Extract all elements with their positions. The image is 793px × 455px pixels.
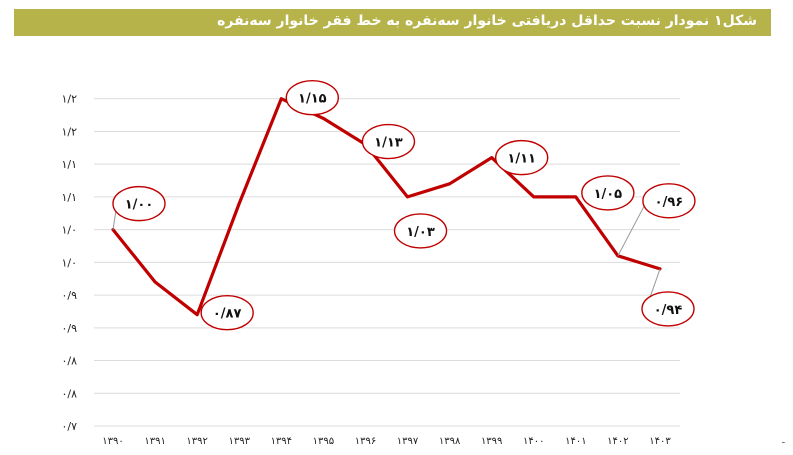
callout-ellipse xyxy=(285,80,340,116)
y-tick-label: ۰/۷ xyxy=(61,420,77,433)
callout-leader xyxy=(617,200,648,257)
data-point xyxy=(406,195,410,199)
callout-ellipse xyxy=(581,175,635,211)
data-point xyxy=(195,313,199,317)
x-tick-label: ۱۴۰۲ xyxy=(607,436,628,447)
chart-title: شکل۱ نمودار نسبت حداقل دریافتی خانوار سه… xyxy=(217,13,757,29)
callout-label: ۰/۹۶ xyxy=(655,195,684,210)
data-point xyxy=(279,97,283,101)
callout-ellipse xyxy=(393,213,448,249)
y-tick-label: ۱/۰ xyxy=(61,256,77,269)
data-point xyxy=(490,156,494,160)
y-tick-label: ۰/۹ xyxy=(61,322,77,335)
y-tick-label: ۱/۲ xyxy=(61,125,77,138)
corner-mark: ـ xyxy=(782,436,785,446)
x-tick-label: ۱۳۹۴ xyxy=(271,436,292,447)
y-tick-label: ۱/۱ xyxy=(61,191,77,204)
callout-label: ۱/۱۳ xyxy=(374,136,403,151)
y-tick-label: ۰/۸ xyxy=(61,387,77,400)
x-tick-label: ۱۳۹۵ xyxy=(313,436,334,447)
callout-label: ۰/۹۴ xyxy=(654,303,683,318)
data-point xyxy=(532,195,536,199)
series-line xyxy=(111,97,662,317)
y-tick-label: ۰/۸ xyxy=(61,355,77,368)
callout-label: ۱/۰۰ xyxy=(125,198,154,213)
x-tick-label: ۱۴۰۱ xyxy=(565,436,586,447)
callout-label: ۱/۱۵ xyxy=(298,92,327,107)
chart-title-bar: شکل۱ نمودار نسبت حداقل دریافتی خانوار سه… xyxy=(14,9,771,36)
callout-ellipse xyxy=(112,185,166,222)
x-tick-label: ۱۳۹۹ xyxy=(481,436,502,447)
data-point xyxy=(153,280,157,284)
data-point xyxy=(448,182,452,186)
y-tick-label: ۰/۹ xyxy=(61,289,77,302)
y-tick-label: ۱/۱ xyxy=(61,158,77,171)
callout-ellipse xyxy=(494,139,549,176)
callout-ellipse xyxy=(642,183,696,219)
x-tick-label: ۱۴۰۳ xyxy=(649,436,671,447)
x-tick-label: ۱۳۹۰ xyxy=(102,436,123,447)
callout-label: ۱/۰۳ xyxy=(406,225,435,240)
callout-label: ۱/۰۵ xyxy=(594,187,623,202)
callout-ellipse xyxy=(200,295,254,331)
data-point xyxy=(574,195,578,199)
x-tick-label: ۱۴۰۰ xyxy=(523,436,544,447)
x-tick-label: ۱۳۹۶ xyxy=(355,436,376,447)
y-tick-label: ۱/۲ xyxy=(61,93,77,106)
callout-ellipse xyxy=(361,123,416,160)
x-tick-label: ۱۳۹۱ xyxy=(144,436,165,447)
x-tick-label: ۱۳۹۳ xyxy=(228,436,250,447)
callout-label: ۰/۸۷ xyxy=(213,307,242,322)
data-point xyxy=(321,116,325,120)
data-point xyxy=(237,201,241,205)
x-tick-label: ۱۳۹۷ xyxy=(397,436,419,447)
callout-ellipse xyxy=(641,291,695,327)
y-tick-label: ۱/۰ xyxy=(61,224,77,237)
x-tick-label: ۱۳۹۸ xyxy=(439,436,461,447)
callout-label: ۱/۱۱ xyxy=(507,152,536,167)
x-tick-label: ۱۳۹۲ xyxy=(186,436,207,447)
